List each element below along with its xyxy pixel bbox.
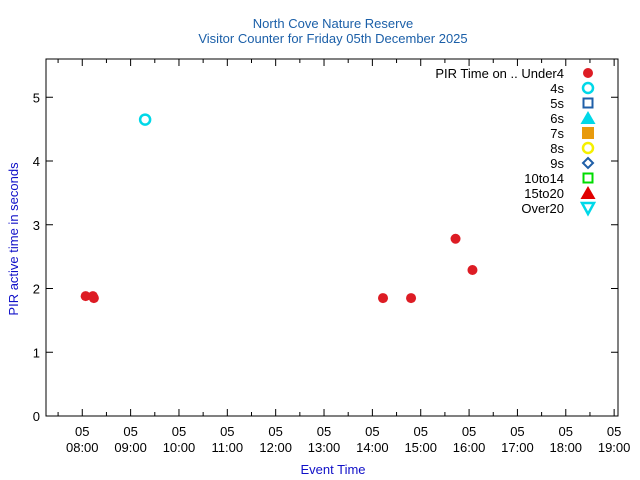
x-tick-label-time: 10:00 [163,440,196,455]
x-tick-label-day: 05 [559,424,573,439]
x-tick-label-time: 12:00 [259,440,292,455]
data-points [80,113,478,304]
x-tick-label-time: 13:00 [308,440,341,455]
x-tick-label-time: 09:00 [114,440,147,455]
legend-marker [581,156,595,170]
x-tick-label-day: 05 [75,424,89,439]
data-point [80,291,91,302]
legend-marker [581,81,595,95]
chart-subtitle: Visitor Counter for Friday 05th December… [198,31,467,46]
x-tick-label-time: 19:00 [598,440,631,455]
legend-label: 10to14 [524,171,564,186]
x-tick-label-day: 05 [510,424,524,439]
legend-marker [580,186,596,199]
data-point [467,265,478,276]
legend-label: 6s [550,111,564,126]
x-tick-label-day: 05 [172,424,186,439]
x-tick-label-time: 16:00 [453,440,486,455]
legend-label: 7s [550,126,564,141]
chart-title: North Cove Nature Reserve [253,16,413,31]
legend-label: 8s [550,141,564,156]
x-tick-label-day: 05 [462,424,476,439]
legend-label: 5s [550,96,564,111]
x-tick-label-day: 05 [607,424,621,439]
x-tick-label-time: 14:00 [356,440,389,455]
x-tick-label-time: 18:00 [550,440,583,455]
y-axis-label: PIR active time in seconds [6,162,21,316]
y-axis: 0 1 2 3 4 5 [33,90,618,424]
data-point [450,233,461,244]
legend-marker [579,201,597,217]
x-axis-label: Event Time [300,462,365,477]
y-tick-label: 5 [33,90,40,105]
plot-frame [45,58,619,417]
legend-marker [583,68,593,78]
data-point [406,293,417,304]
x-axis: 0508:000509:000510:000511:000512:000513:… [57,59,631,455]
x-tick-label-time: 11:00 [212,440,244,455]
y-tick-label: 4 [33,154,40,169]
legend-label: Over20 [521,201,564,216]
legend-label: 9s [550,156,564,171]
x-tick-label-day: 05 [220,424,234,439]
data-point [378,293,389,304]
x-tick-label-time: 17:00 [501,440,534,455]
legend-label: 15to20 [524,186,564,201]
y-tick-label: 2 [33,282,40,297]
legend: PIR Time on .. Under44s5s6s7s8s9s10to141… [435,66,597,217]
data-point [88,293,99,304]
y-tick-label: 0 [33,409,40,424]
x-tick-label-day: 05 [123,424,137,439]
x-tick-label-day: 05 [317,424,331,439]
legend-marker [582,97,594,109]
data-point [138,113,152,126]
x-tick-label-time: 15:00 [404,440,437,455]
y-tick-label: 1 [33,345,40,360]
legend-marker [582,127,594,139]
legend-marker [581,141,595,155]
x-tick-label-time: 08:00 [66,440,99,455]
legend-label: 4s [550,81,564,96]
x-tick-label-day: 05 [365,424,379,439]
x-tick-label-day: 05 [413,424,427,439]
legend-marker [580,111,596,124]
y-tick-label: 3 [33,218,40,233]
legend-label: PIR Time on .. Under4 [435,66,564,81]
x-tick-label-day: 05 [268,424,282,439]
legend-marker [582,172,594,184]
